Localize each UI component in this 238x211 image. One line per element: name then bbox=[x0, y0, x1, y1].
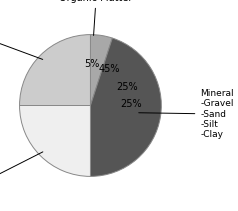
Text: Water: Water bbox=[0, 30, 43, 60]
Wedge shape bbox=[20, 35, 90, 105]
Wedge shape bbox=[20, 106, 90, 176]
Text: 25%: 25% bbox=[121, 99, 142, 109]
Text: Air: Air bbox=[0, 152, 43, 188]
Wedge shape bbox=[90, 35, 112, 105]
Text: 5%: 5% bbox=[84, 60, 100, 69]
Wedge shape bbox=[90, 38, 161, 176]
Text: Organic Matter: Organic Matter bbox=[60, 0, 133, 35]
Text: Mineral
-Gravel
-Sand
-Silt
-Clay: Mineral -Gravel -Sand -Silt -Clay bbox=[139, 89, 234, 139]
Text: 45%: 45% bbox=[99, 64, 120, 74]
Text: 25%: 25% bbox=[116, 81, 138, 92]
